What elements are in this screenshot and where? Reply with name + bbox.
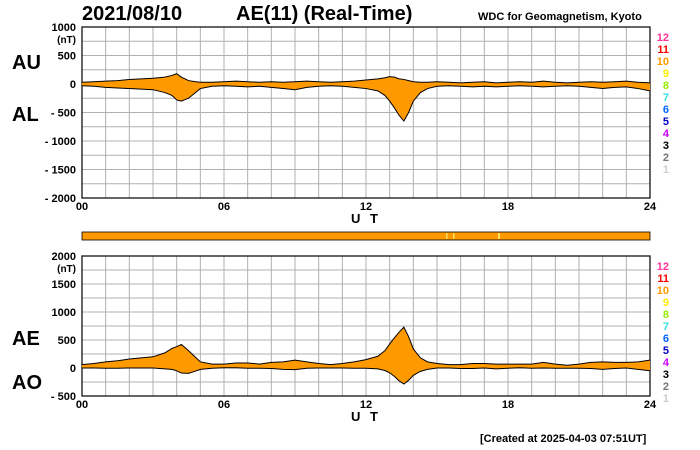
au-al-ytick-label: 0 <box>70 79 76 91</box>
station-number-label: 11 <box>657 44 669 56</box>
station-number-label: 3 <box>663 140 669 152</box>
station-number-label: 4 <box>663 357 670 369</box>
ae-ao-xtick-label: 00 <box>76 399 88 411</box>
au-al-xtick-label: 24 <box>644 201 657 213</box>
station-number-label: 7 <box>663 321 669 333</box>
au-al-ytick-label: 500 <box>58 51 76 63</box>
ao-series-line <box>82 367 651 385</box>
al-label: AL <box>12 104 39 126</box>
station-number-label: 9 <box>663 297 669 309</box>
station-number-label: 1 <box>663 164 669 176</box>
au-al-xtick-label: 00 <box>76 201 88 213</box>
ae-ao-xaxis-label: U T <box>351 409 381 424</box>
status-bar-gap <box>446 233 448 239</box>
station-number-label: 6 <box>663 104 669 116</box>
au-al-ytick-label: - 1500 <box>45 165 76 177</box>
au-al-ytick-label: - 500 <box>51 108 76 120</box>
status-bar-gap <box>453 233 455 239</box>
station-number-label: 11 <box>657 273 669 285</box>
ae-ao-plot-frame <box>81 255 651 397</box>
station-number-label: 10 <box>657 56 669 68</box>
station-number-label: 4 <box>663 128 670 140</box>
station-number-label: 2 <box>663 152 669 164</box>
station-number-label: 3 <box>663 369 669 381</box>
au-al-ytick-label: - 2000 <box>45 193 76 205</box>
station-number-label: 9 <box>663 68 669 80</box>
ae-ao-xtick-label: 12 <box>360 399 372 411</box>
ae-ao-ytick-label: 0 <box>70 363 76 375</box>
ao-label: AO <box>12 372 42 394</box>
station-number-label: 12 <box>657 261 669 273</box>
data-status-bar <box>81 231 651 241</box>
station-number-label: 10 <box>657 285 669 297</box>
ae-ao-ytick-label: 1500 <box>52 279 76 291</box>
chart-title: AE(11) (Real-Time) <box>236 3 413 25</box>
ae-ao-ytick-label: - 500 <box>51 391 76 403</box>
ae-ao-xtick-label: 24 <box>644 399 657 411</box>
au-al-ytick-label: 1000 <box>52 22 76 34</box>
station-number-label: 8 <box>663 80 669 92</box>
status-bar-gap <box>498 233 500 239</box>
au-label: AU <box>12 52 41 74</box>
station-number-label: 1 <box>663 393 669 405</box>
ae-ao-ytick-label: 500 <box>58 335 76 347</box>
au-al-xtick-label: 12 <box>360 201 372 213</box>
station-number-label: 6 <box>663 333 669 345</box>
station-number-label: 5 <box>663 345 669 357</box>
au-al-xtick-label: 06 <box>218 201 230 213</box>
station-number-label: 12 <box>657 32 669 44</box>
station-number-label: 5 <box>663 116 669 128</box>
au-al-yunit-label: (nT) <box>57 35 76 46</box>
au-al-xaxis-label: U T <box>351 211 381 226</box>
au-al-xtick-label: 18 <box>502 201 514 213</box>
au-series-line <box>81 73 651 84</box>
ae-ao-yunit-label: (nT) <box>57 264 76 275</box>
ae-label: AE <box>12 328 40 350</box>
created-timestamp: [Created at 2025-04-03 07:51UT] <box>480 433 647 445</box>
station-number-label: 7 <box>663 92 669 104</box>
station-number-label: 8 <box>663 309 669 321</box>
ae-ao-xtick-label: 18 <box>502 399 514 411</box>
station-number-label: 2 <box>663 381 669 393</box>
ae-ao-ytick-label: 1000 <box>52 307 76 319</box>
date-title: 2021/08/10 <box>82 3 183 25</box>
ae-series-line <box>81 326 651 366</box>
al-series-line <box>81 85 651 122</box>
ae-ao-xtick-label: 06 <box>218 399 230 411</box>
source-label: WDC for Geomagnetism, Kyoto <box>478 11 642 23</box>
au-al-ytick-label: - 1000 <box>45 136 76 148</box>
au-al-plot-frame <box>81 26 651 199</box>
ae-ao-ytick-label: 2000 <box>52 251 76 263</box>
